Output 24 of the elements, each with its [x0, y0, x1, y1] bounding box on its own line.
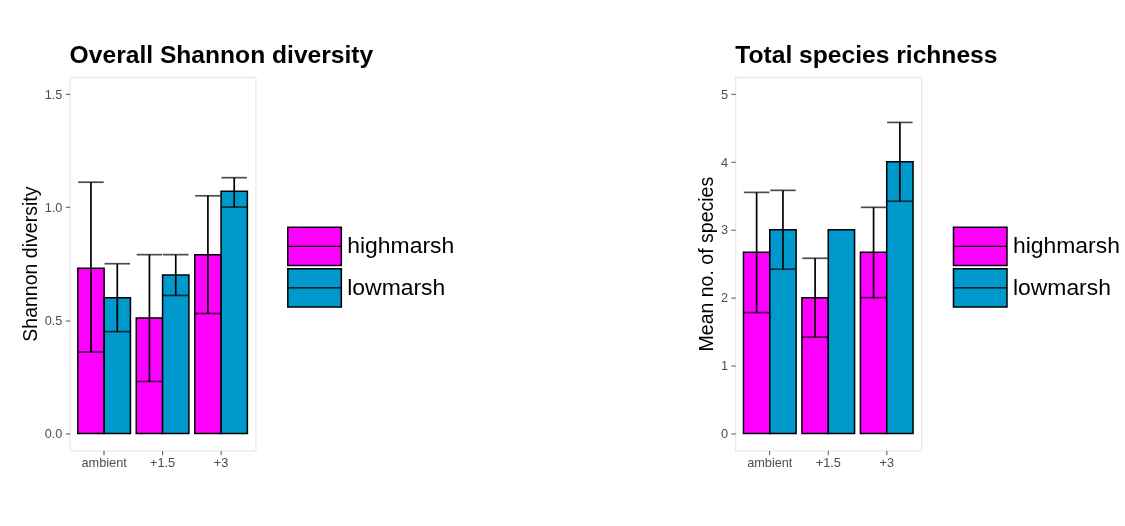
y-tick-label: 1	[720, 358, 729, 374]
legend-label: lowmarsh	[347, 273, 446, 300]
legend-label: highmarsh	[347, 232, 455, 259]
x-tick-label: +1.5	[815, 455, 841, 471]
y-axis-title: Mean no. of species	[695, 176, 718, 352]
x-tick-label: +3	[213, 455, 229, 471]
y-tick-label: 4	[720, 154, 729, 170]
y-tick-label: 1.0	[44, 199, 63, 215]
legend-label: highmarsh	[1012, 232, 1120, 259]
y-tick-label: 3	[720, 222, 729, 238]
y-axis-title: Shannon diversity	[19, 186, 42, 342]
chart-title: Overall Shannon diversity	[69, 41, 374, 69]
x-tick-label: ambient	[81, 455, 128, 471]
y-tick-label: 5	[720, 86, 729, 102]
y-tick-label: 0.0	[44, 426, 63, 442]
y-tick-label: 2	[720, 290, 729, 306]
y-tick-label: 0	[720, 426, 729, 442]
y-tick-label: 0.5	[44, 312, 63, 328]
x-tick-label: +3	[879, 455, 894, 471]
x-tick-label: ambient	[747, 455, 793, 471]
legend-label: lowmarsh	[1012, 273, 1111, 300]
chart-title: Total species richness	[735, 41, 998, 69]
x-tick-label: +1.5	[150, 455, 176, 471]
y-tick-label: 1.5	[44, 86, 63, 102]
